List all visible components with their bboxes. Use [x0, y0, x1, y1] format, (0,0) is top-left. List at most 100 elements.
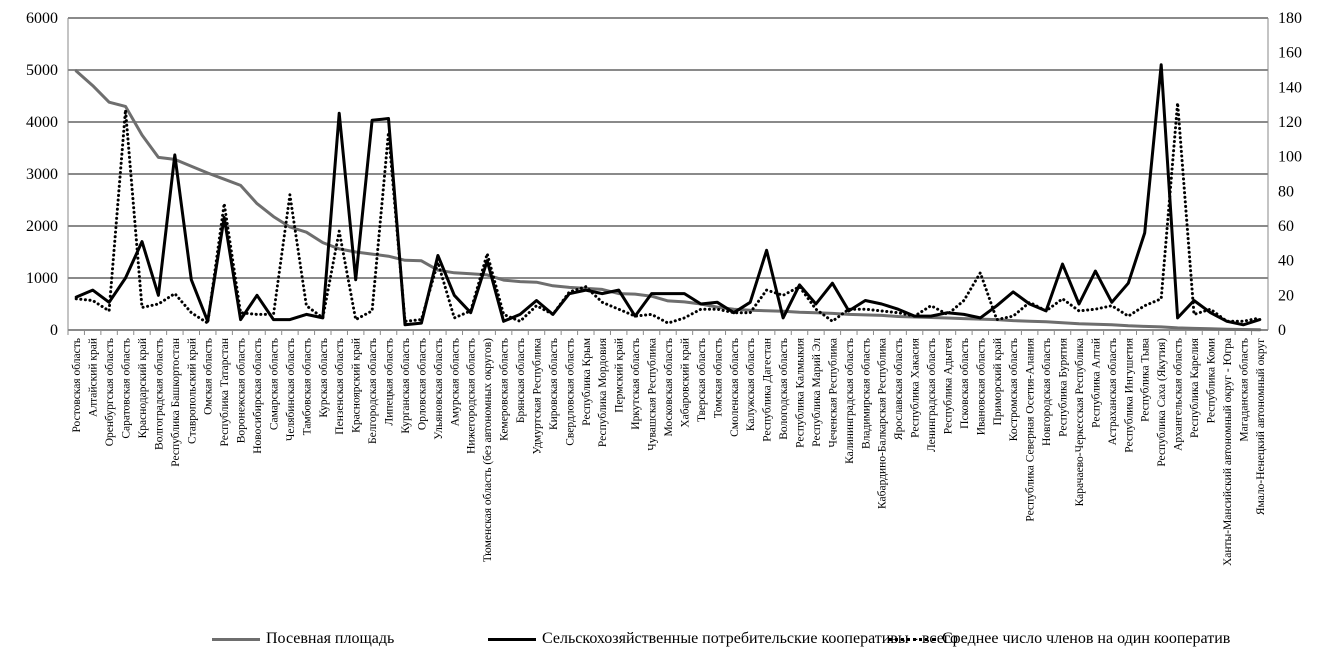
y-right-tick-label-2: 40 [1278, 253, 1294, 270]
y-right-tick-label-1: 20 [1278, 287, 1294, 304]
legend-label-series-2: Среднее число членов на один кооператив [942, 630, 1231, 647]
legend-label-series-1: Сельскохозяйственные потребительские коо… [542, 630, 958, 647]
x-category-label-62: Республика Алтай [1090, 338, 1102, 428]
x-category-label-41: Калужская область [745, 338, 757, 431]
x-category-label-52: Ленинградская область [926, 338, 938, 452]
x-category-label-53: Республика Адыгея [942, 337, 954, 434]
x-category-label-8: Омская область [203, 338, 215, 415]
x-category-label-72: Ямало-Ненецкий автономный округ [1255, 338, 1267, 515]
legend-label-series-0: Посевная площадь [266, 630, 395, 647]
x-category-label-61: Карачаево-Черкесская Республика [1074, 338, 1086, 506]
x-category-label-42: Республика Дагестан [762, 338, 774, 442]
x-category-label-3: Саратовская область [121, 338, 133, 439]
x-category-label-38: Тверская область [696, 338, 708, 422]
legend-item-series-1: Сельскохозяйственные потребительские коо… [488, 626, 958, 652]
x-category-label-70: Ханты-Мансийский автономный округ - Югра [1222, 338, 1234, 566]
x-category-label-55: Ивановская область [975, 338, 987, 435]
x-category-label-37: Хабаровский край [679, 338, 691, 428]
x-category-label-68: Республика Карелия [1189, 337, 1201, 438]
x-category-label-66: Республика Саха (Якутия) [1156, 338, 1168, 467]
x-category-label-33: Пермский край [614, 338, 626, 413]
x-category-label-23: Амурская область [449, 338, 461, 426]
x-category-label-14: Тамбовская область [301, 338, 313, 435]
x-category-label-44: Республика Калмыкия [795, 337, 807, 448]
legend: Посевная площадь Сельскохозяйственные по… [0, 626, 1325, 652]
x-category-label-34: Иркутская область [630, 338, 642, 430]
x-category-label-12: Самарская область [268, 338, 280, 430]
line-chart-svg: 0 1000 2000 3000 4000 5000 6000 0 20 40 60 80 100 120… [26, 10, 1302, 566]
x-category-label-19: Липецкая область [384, 338, 396, 426]
x-category-label-13: Челябинская область [285, 338, 297, 441]
y-right-tick-label-8: 160 [1278, 45, 1302, 62]
legend-item-series-2: Среднее число членов на один кооператив [888, 626, 1230, 652]
y-left-tick-label-1: 1000 [26, 270, 58, 287]
x-category-label-31: Республика Крым [581, 337, 593, 425]
legend-swatch-series-2 [888, 637, 936, 641]
x-category-label-50: Ярославская область [893, 338, 905, 440]
x-category-label-63: Астраханская область [1107, 338, 1119, 445]
y-left-tick-label-5: 5000 [26, 62, 58, 79]
y-right-tick-label-9: 180 [1278, 10, 1302, 27]
x-category-label-20: Курганская область [400, 338, 412, 434]
y-right-tick-label-6: 120 [1278, 114, 1302, 131]
x-category-label-2: Оренбургская область [104, 338, 116, 446]
x-category-label-43: Вологодская область [778, 338, 790, 440]
x-category-label-10: Воронежская область [236, 338, 248, 443]
x-category-label-6: Республика Башкортостан [170, 338, 182, 467]
x-category-label-46: Чеченская Республика [827, 338, 839, 448]
x-category-label-24: Нижегородская область [466, 338, 478, 454]
x-category-label-57: Костромская область [1008, 338, 1020, 441]
y-right-tick-label-0: 0 [1278, 322, 1286, 339]
x-category-label-17: Красноярский край [351, 338, 363, 433]
x-category-label-5: Волгоградская область [153, 338, 165, 450]
x-category-label-15: Курская область [318, 338, 330, 418]
x-category-label-45: Республика Марий Эл [811, 338, 823, 447]
x-category-label-67: Архангельская область [1173, 338, 1185, 451]
x-category-label-47: Калининградская область [844, 338, 856, 464]
y-left-tick-label-4: 4000 [26, 114, 58, 131]
y-right-tick-label-5: 100 [1278, 149, 1302, 166]
x-category-label-22: Ульяновская область [433, 338, 445, 440]
y-left-tick-label-2: 2000 [26, 218, 58, 235]
x-category-label-26: Кемеровская область [499, 338, 511, 441]
legend-item-series-0: Посевная площадь [212, 626, 394, 652]
y-right-tick-label-3: 60 [1278, 218, 1294, 235]
x-category-label-18: Белгородская область [367, 338, 379, 444]
x-category-label-9: Республика Татарстан [219, 338, 231, 446]
x-category-label-21: Орловская область [416, 338, 428, 430]
x-category-label-11: Новосибирская область [252, 338, 264, 454]
x-category-label-49: Кабардино-Балкарская Республика [877, 338, 889, 509]
x-category-label-4: Краснодарский край [137, 338, 149, 438]
series-line-1 [74, 63, 1262, 327]
x-category-label-35: Чувашская Республика [647, 338, 659, 451]
y-right-tick-label-4: 80 [1278, 183, 1294, 200]
x-category-label-40: Смоленская область [729, 338, 741, 437]
x-category-label-51: Республика Хакасия [910, 337, 922, 438]
y-left-tick-label-6: 6000 [26, 10, 58, 27]
x-category-label-65: Республика Тыва [1140, 338, 1152, 422]
x-category-label-71: Магаданская область [1238, 338, 1250, 442]
x-category-label-36: Московская область [663, 338, 675, 437]
series-line-0 [74, 69, 1262, 332]
x-category-label-64: Республика Ингушетия [1123, 337, 1135, 452]
x-category-label-27: Брянская область [515, 338, 527, 423]
series-line-2 [74, 101, 1262, 325]
x-category-label-39: Томская область [712, 338, 724, 418]
x-category-label-25: Тюменская область (без автономных округо… [482, 338, 494, 562]
x-category-label-69: Республика Коми [1205, 338, 1217, 423]
x-category-label-29: Кировская область [548, 338, 560, 430]
x-category-label-48: Владимирская область [860, 338, 872, 449]
x-category-label-60: Республика Бурятия [1058, 337, 1070, 437]
y-left-tick-label-3: 3000 [26, 166, 58, 183]
x-category-label-32: Республика Мордовия [597, 337, 609, 447]
x-category-label-56: Приморский край [992, 338, 1004, 425]
legend-swatch-series-0 [212, 637, 260, 641]
legend-swatch-series-1 [488, 637, 536, 641]
x-category-label-0: Ростовская область [71, 338, 83, 433]
x-category-label-54: Псковская область [959, 338, 971, 429]
x-category-label-28: Удмуртская Республика [531, 338, 543, 454]
y-left-tick-label-0: 0 [50, 322, 58, 339]
x-category-label-7: Ставропольский край [186, 338, 198, 444]
x-category-label-30: Свердловская область [564, 338, 576, 446]
